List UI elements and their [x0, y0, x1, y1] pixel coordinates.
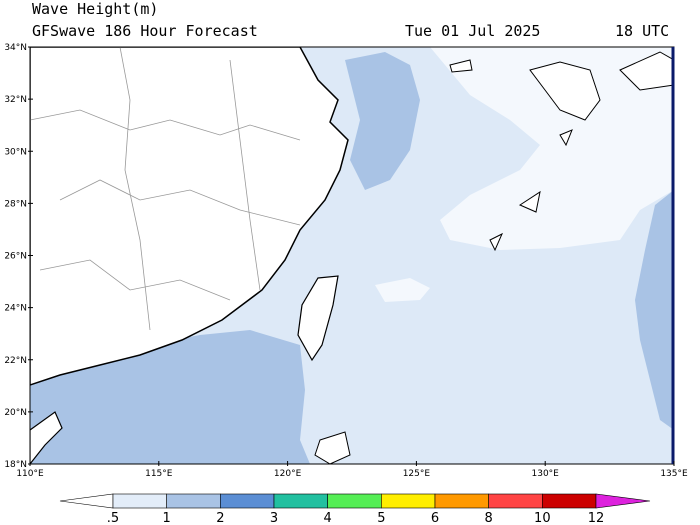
colorbar-box [220, 493, 275, 509]
colorbar-box [327, 493, 382, 509]
colorbar-label: 6 [431, 511, 439, 525]
colorbar-label: 4 [324, 511, 332, 525]
map-area [30, 47, 674, 464]
colorbar-label: 1 [163, 511, 171, 525]
model-label: GFSwave 186 Hour Forecast [32, 22, 258, 40]
wave-area [635, 190, 674, 430]
colorbar-label: .5 [107, 511, 119, 525]
island [30, 411, 63, 464]
lon-label: 130°E [532, 469, 560, 479]
province-borders [30, 47, 301, 331]
lon-label: 115°E [145, 469, 173, 479]
time-label: 18 UTC [615, 22, 669, 40]
lat-label: 18°N [4, 460, 27, 470]
wave-area [345, 52, 420, 190]
lon-label: 110°E [16, 469, 44, 479]
lat-label: 26°N [4, 252, 27, 262]
lat-label: 20°N [4, 408, 27, 418]
colorbar-box [542, 493, 597, 509]
colorbar-high-triangle [595, 493, 651, 509]
colorbar-box [488, 493, 543, 509]
colorbar-box [112, 493, 167, 509]
colorbar-label: 2 [216, 511, 224, 525]
islands [449, 59, 573, 252]
colorbar-label: 8 [485, 511, 493, 525]
colorbar-box [166, 493, 221, 509]
lat-label: 34°N [4, 43, 27, 53]
title: Wave Height(m) [32, 0, 158, 18]
colorbar-label: 12 [588, 511, 605, 525]
lat-label: 32°N [4, 95, 27, 105]
lat-label: 24°N [4, 304, 27, 314]
date-label: Tue 01 Jul 2025 [405, 22, 540, 40]
colorbar-box [381, 493, 436, 509]
colorbar-label: 3 [270, 511, 278, 525]
colorbar-box [273, 493, 328, 509]
lat-label: 28°N [4, 199, 27, 209]
lon-label: 125°E [403, 469, 431, 479]
colorbar-label: 10 [534, 511, 551, 525]
lon-label: 135°E [660, 469, 688, 479]
lat-label: 30°N [4, 147, 27, 157]
lat-label: 22°N [4, 356, 27, 366]
mainland [30, 47, 349, 386]
island [314, 431, 351, 464]
japan [529, 61, 601, 121]
colorbar-box [434, 493, 489, 509]
taiwan [297, 275, 339, 362]
calm-area [375, 278, 430, 302]
lon-label: 120°E [274, 469, 302, 479]
colorbar: .5 1 2 3 4 5 6 8 10 12 [59, 493, 651, 525]
japan [619, 51, 674, 91]
colorbar-low-triangle [59, 493, 114, 509]
colorbar-label: 5 [377, 511, 385, 525]
calm-area [430, 47, 674, 250]
